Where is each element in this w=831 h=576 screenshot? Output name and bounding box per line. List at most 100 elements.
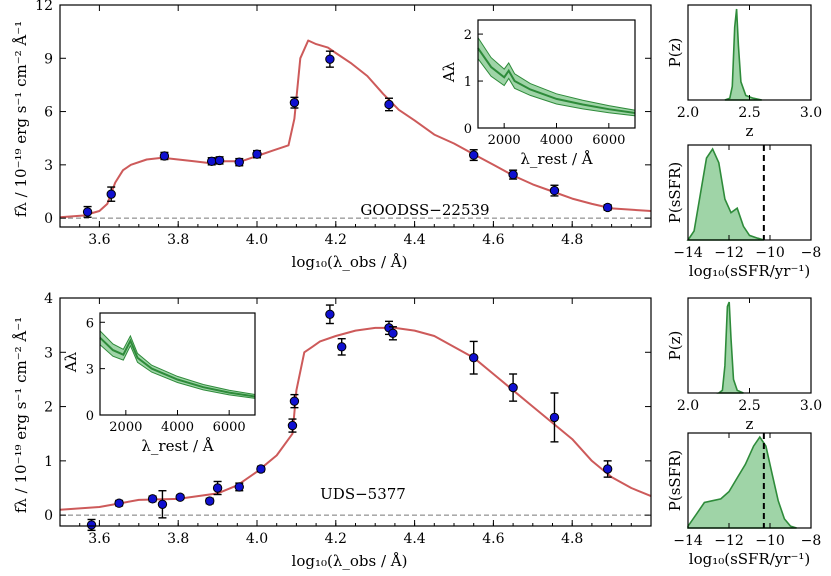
y-tick-label: 0 (44, 508, 53, 524)
photometry-point (602, 464, 613, 474)
y-axis-label: P(z) (666, 38, 684, 68)
x-tick-label: 3.0 (800, 398, 822, 414)
photometry-point (214, 155, 225, 166)
x-tick-label: 3.6 (88, 531, 110, 547)
photometry-point (86, 520, 97, 530)
main-bottom-panel: 3.6 3.8 4.0 4.2 4.4 4.6 4.8 0 1 2 3 4 log₁₀(λ_obs / … (12, 291, 652, 570)
photometry-point (388, 328, 398, 338)
x-tick-label: 3.6 (88, 232, 110, 248)
y-tick-label: 4 (44, 291, 53, 307)
model-sed-line (59, 39, 652, 219)
photometry-point (289, 396, 300, 406)
photometry-point (234, 157, 244, 167)
x-tick-label: 3.8 (167, 531, 189, 547)
object-label: UDS−5377 (320, 485, 406, 503)
y-tick-label: 0 (44, 211, 53, 227)
posterior-kde (686, 147, 765, 241)
y-tick-label: 2 (464, 28, 472, 43)
x-tick-label: −10 (755, 245, 785, 261)
x-axis-label: log₁₀(λ_obs / Å) (292, 253, 408, 271)
photometry-point (508, 169, 518, 180)
y-tick-label: 0 (86, 409, 94, 424)
axes-frame (687, 4, 812, 101)
y-tick-label: 12 (35, 0, 53, 14)
axes-frame (687, 144, 812, 241)
photometry-point (256, 464, 266, 474)
x-tick-label: 6000 (592, 133, 625, 148)
x-tick-label: 4.8 (561, 531, 583, 547)
photometry-point (325, 309, 335, 319)
y-axis-label: fλ / 10⁻¹⁹ erg s⁻¹ cm⁻² Å⁻¹ (12, 317, 30, 513)
model-sed-line (59, 326, 652, 511)
photometry-point (106, 189, 116, 199)
photometry-point (325, 54, 335, 64)
x-tick-label: 4.2 (325, 531, 347, 547)
photometry-point (212, 483, 223, 493)
photometry-point (175, 492, 185, 502)
photometry-point (508, 382, 518, 393)
inset-bottom-panel: 2000 4000 6000 0 3 6 λ_rest / Å Aλ (62, 312, 256, 455)
axes-frame (687, 432, 812, 529)
y-tick-label: 3 (44, 158, 53, 174)
x-tick-label: 4.4 (403, 531, 425, 547)
x-tick-label: 4.8 (561, 232, 583, 248)
y-tick-label: 1 (464, 75, 472, 90)
x-axis-label: λ_rest / Å (520, 150, 592, 168)
x-axis-label: log₁₀(sSFR/yr⁻¹) (689, 550, 810, 568)
photometry-point (549, 412, 560, 423)
x-tick-label: 3.8 (167, 232, 189, 248)
x-tick-label: 2000 (488, 133, 521, 148)
y-tick-label: 6 (44, 105, 53, 121)
photometry-point (289, 97, 300, 108)
x-tick-label: −14 (673, 533, 703, 549)
photometry-point (114, 498, 124, 508)
x-tick-label: 4.6 (482, 531, 504, 547)
photometry-point (549, 185, 560, 196)
photometry-point (602, 202, 613, 213)
y-tick-label: 9 (44, 51, 53, 67)
x-axis-label: log₁₀(λ_obs / Å) (292, 552, 408, 570)
posterior-kde (687, 435, 797, 529)
posterior-kde (724, 8, 762, 101)
x-tick-label: −12 (714, 533, 744, 549)
x-axis-label: λ_rest / Å (141, 437, 213, 455)
x-tick-label: −8 (801, 533, 822, 549)
attenuation-median (99, 336, 256, 398)
x-tick-label: 2.0 (677, 105, 699, 121)
photometry-point (147, 494, 158, 504)
y-tick-label: 1 (44, 454, 53, 470)
y-axis-label: Aλ (440, 61, 458, 83)
x-tick-label: 4.0 (246, 531, 268, 547)
x-tick-label: 4000 (540, 133, 573, 148)
y-tick-label: 2 (44, 400, 53, 416)
y-tick-label: 3 (44, 345, 53, 361)
x-tick-label: −12 (714, 245, 744, 261)
x-tick-label: 2.5 (738, 105, 760, 121)
x-tick-label: 4.2 (325, 232, 347, 248)
x-tick-label: 3.0 (800, 105, 822, 121)
x-tick-label: −14 (673, 245, 703, 261)
inset-top-panel: 2000 4000 6000 0 1 2 λ_rest / Å Aλ (440, 19, 636, 168)
y-axis-label: P(z) (666, 331, 684, 361)
x-tick-label: 2.5 (738, 398, 760, 414)
y-tick-label: 0 (464, 122, 472, 137)
y-axis-label: fλ / 10⁻¹⁹ erg s⁻¹ cm⁻² Å⁻¹ (12, 21, 30, 217)
y-tick-label: 3 (86, 363, 94, 378)
photometry-point (252, 149, 262, 159)
photometry-point (82, 207, 93, 217)
x-tick-label: 4.0 (246, 232, 268, 248)
x-tick-label: 4.4 (403, 232, 425, 248)
photometry-point (205, 496, 215, 506)
photometry-point (469, 353, 479, 363)
photometry-point (157, 499, 168, 509)
x-tick-label: 4000 (161, 420, 194, 435)
pz-bottom-panel: 2.0 2.5 3.0 z P(z) (666, 297, 822, 433)
photometry-point (337, 342, 347, 352)
object-label: GOODSS−22539 (360, 201, 489, 219)
photometry-point (287, 420, 298, 431)
inset-background (100, 313, 255, 415)
x-tick-label: 2.0 (677, 398, 699, 414)
